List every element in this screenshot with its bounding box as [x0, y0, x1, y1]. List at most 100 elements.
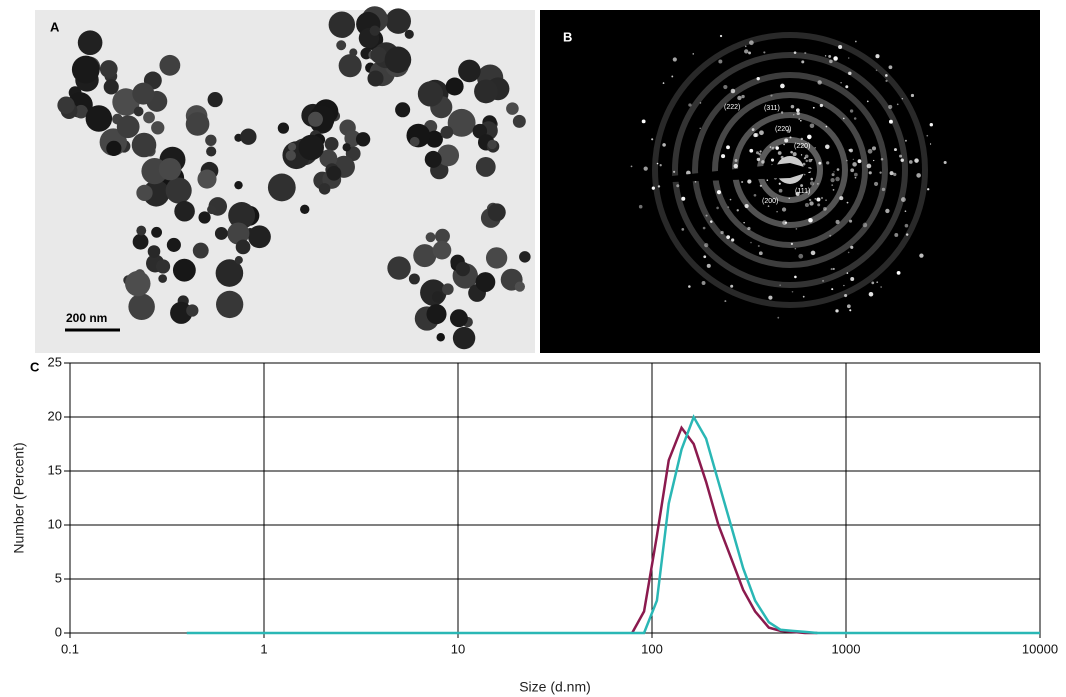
y-axis-label: Number (Percent) — [11, 442, 27, 553]
particle — [165, 177, 192, 204]
particle — [514, 281, 525, 292]
spot — [929, 123, 933, 127]
particle — [136, 184, 153, 202]
particle — [158, 157, 182, 181]
spot — [638, 204, 643, 209]
particle — [125, 270, 151, 297]
particle — [519, 251, 531, 263]
spot — [763, 51, 766, 54]
particle — [435, 228, 450, 244]
particles — [57, 6, 531, 350]
spot — [716, 206, 719, 210]
y-tick-label: 5 — [55, 570, 62, 585]
particle — [336, 40, 347, 51]
spot — [835, 219, 840, 224]
spot — [778, 182, 781, 185]
spot — [888, 104, 893, 109]
particle — [277, 122, 290, 134]
ring-label: (311) — [764, 105, 780, 112]
particle — [147, 245, 161, 258]
particle — [424, 150, 442, 168]
spot — [681, 196, 686, 201]
spot — [810, 250, 816, 256]
spot — [750, 241, 752, 244]
spot — [656, 162, 659, 165]
particle — [437, 144, 460, 167]
spot — [729, 198, 732, 201]
spot — [744, 49, 749, 54]
particle — [307, 111, 323, 127]
particle — [235, 239, 251, 255]
spot — [802, 295, 805, 298]
particle — [234, 180, 243, 190]
particle — [57, 96, 75, 114]
spot — [879, 171, 882, 174]
spot — [641, 119, 646, 124]
spot — [854, 40, 857, 43]
plot: 0 5 10 15 20 25 0.1 1 10 100 1000 10000 — [48, 354, 1059, 656]
spot — [705, 214, 708, 217]
y-tick-label: 25 — [48, 354, 62, 369]
particle — [216, 290, 244, 319]
particle — [197, 169, 217, 189]
spot — [825, 144, 830, 150]
spot — [776, 211, 778, 213]
spot — [769, 146, 772, 148]
spot — [850, 168, 855, 173]
spot — [854, 172, 858, 177]
spot — [809, 123, 815, 129]
spot — [793, 51, 797, 54]
spot — [793, 114, 795, 116]
spot — [805, 159, 808, 163]
spot — [790, 242, 794, 245]
spot — [781, 207, 787, 212]
spot — [767, 205, 770, 207]
spot — [809, 181, 815, 186]
particle — [342, 143, 351, 152]
particle — [151, 121, 165, 135]
particle — [432, 240, 452, 260]
spot — [826, 161, 830, 165]
particle — [369, 25, 380, 36]
spot — [816, 182, 819, 185]
spot — [790, 104, 795, 109]
y-tick-label: 15 — [48, 462, 62, 477]
spot — [741, 94, 745, 99]
spot — [885, 74, 888, 77]
particle — [288, 142, 297, 151]
x-axis-label: Size (d.nm) — [519, 679, 591, 695]
spot — [818, 161, 822, 165]
spot — [673, 170, 676, 173]
spot — [875, 54, 880, 59]
spot — [852, 162, 857, 167]
spot — [770, 158, 775, 162]
spot — [795, 108, 800, 113]
spot — [759, 184, 762, 187]
spot — [848, 57, 850, 59]
spot — [803, 157, 807, 160]
spot — [702, 226, 706, 230]
spot — [888, 65, 893, 70]
x-tick-label: 1000 — [832, 641, 861, 656]
spot — [835, 309, 839, 313]
x-tick-label: 0.1 — [61, 641, 79, 656]
spot — [759, 130, 764, 136]
spot — [741, 180, 744, 183]
spot — [820, 196, 824, 200]
spot — [843, 284, 845, 287]
spot — [817, 203, 821, 207]
spot — [894, 148, 897, 152]
spot — [804, 51, 807, 55]
spot — [846, 159, 848, 162]
x-tick-label: 100 — [641, 641, 663, 656]
particle — [234, 256, 243, 265]
spot — [694, 180, 697, 183]
spot — [804, 154, 809, 159]
spot — [775, 146, 779, 150]
spot — [808, 158, 812, 163]
spot — [829, 234, 832, 237]
spot — [831, 288, 834, 291]
particle — [198, 211, 211, 224]
spot — [723, 84, 728, 90]
